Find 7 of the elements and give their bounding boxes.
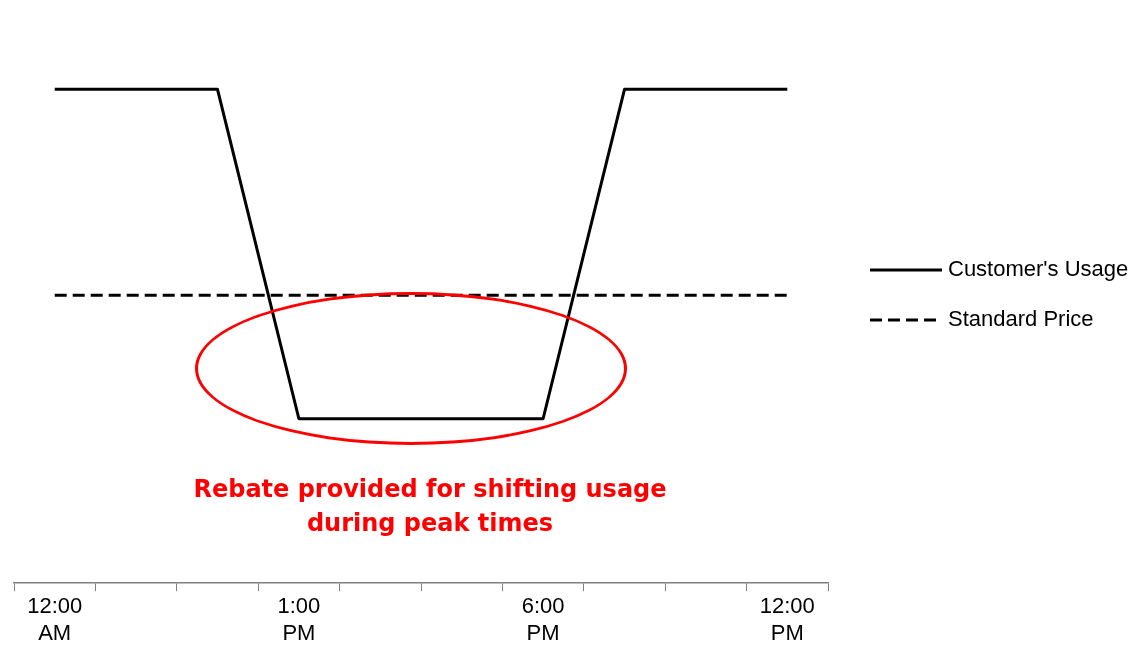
x-tick-label: 12:00 AM	[27, 593, 83, 645]
legend-label: Standard Price	[948, 306, 1094, 332]
x-tick-label: 12:00 PM	[759, 593, 815, 645]
legend-label: Customer's Usage	[948, 256, 1129, 282]
x-tick-label: 1:00 PM	[277, 593, 321, 645]
annotation: Rebate provided for shifting usage during peak times	[192, 474, 668, 539]
x-tick-label: 6:00 PM	[521, 593, 565, 645]
